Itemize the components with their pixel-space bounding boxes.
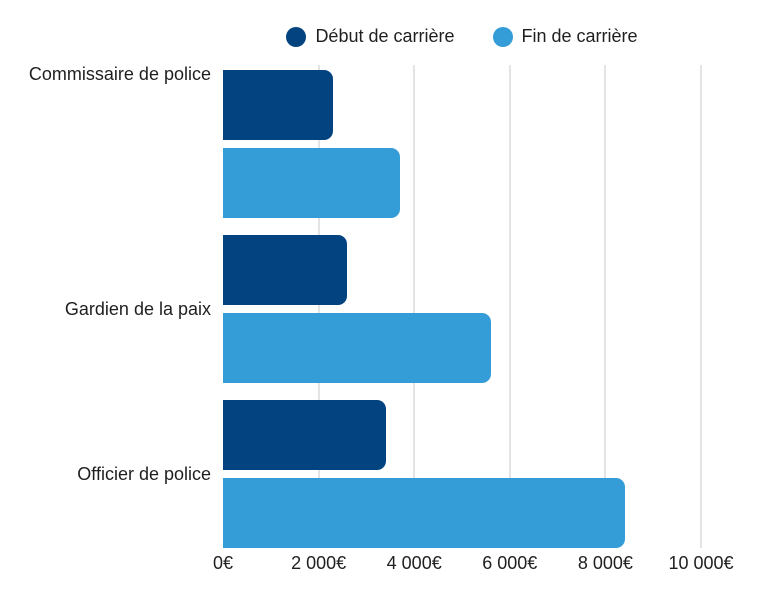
- gridline-6000: [508, 65, 511, 548]
- legend-dot-debut-icon: [286, 27, 307, 47]
- bar-group-officier-de-police: [223, 235, 701, 383]
- gridline-4000: [413, 65, 416, 548]
- category-label-gardien-de-la-paix: Gardien de la paix: [64, 298, 211, 319]
- gridline-8000: [604, 65, 607, 548]
- x-tick-4000: 4 000€: [386, 553, 442, 573]
- x-tick-8000: 8 000€: [577, 553, 633, 573]
- bar-groups: [223, 65, 701, 548]
- category-label-officier-de-police: Officier de police: [77, 463, 211, 484]
- legend-label-debut: Début de carrière: [315, 26, 455, 47]
- bar-gardien-fin: [223, 148, 400, 218]
- chart-legend: Début de carrière Fin de carrière: [223, 25, 701, 49]
- gridline-2000: [317, 65, 320, 548]
- legend-dot-fin-icon: [492, 27, 513, 47]
- category-label-commissaire-de-police: Commissaire de police: [28, 63, 211, 84]
- bar-officier-fin: [223, 313, 491, 383]
- legend-label-fin: Fin de carrière: [521, 26, 638, 47]
- bar-officier-debut: [223, 235, 348, 305]
- bar-commissaire-fin: [223, 478, 625, 548]
- x-tick-6000: 6 000€: [482, 553, 538, 573]
- x-tick-10000: 10 000€: [668, 553, 734, 573]
- plot-area: [223, 65, 702, 548]
- bar-gardien-debut: [223, 70, 333, 140]
- gridline-10000: [700, 65, 702, 548]
- legend-item-debut-de-carriere: Début de carrière: [286, 26, 455, 48]
- bar-group-gardien-de-la-paix: [223, 70, 701, 218]
- bar-group-commissaire-de-police: [223, 400, 701, 548]
- x-axis: 0€ 2 000€ 4 000€ 6 000€ 8 000€ 10 000€: [213, 553, 734, 579]
- bar-commissaire-debut: [223, 400, 386, 470]
- x-tick-0: 0€: [212, 553, 234, 573]
- legend-item-fin-de-carriere: Fin de carrière: [492, 26, 638, 48]
- x-tick-2000: 2 000€: [291, 553, 347, 573]
